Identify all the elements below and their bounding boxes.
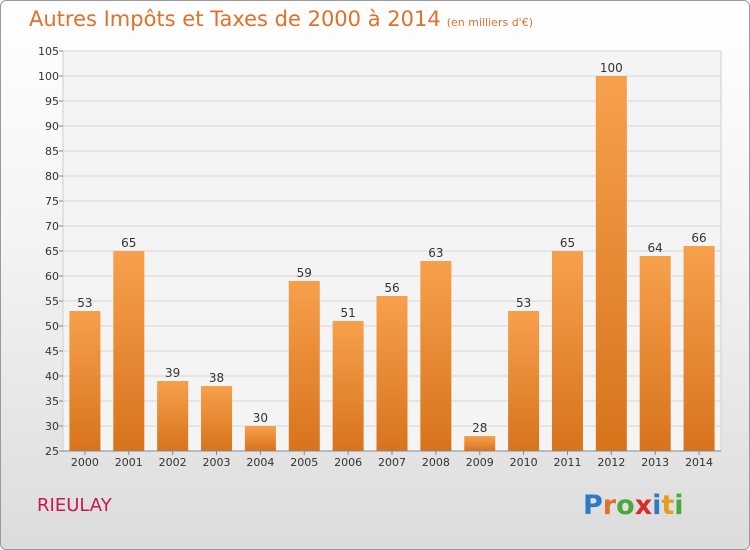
x-tick-label: 2000 xyxy=(71,456,99,469)
x-tick-label: 2007 xyxy=(378,456,406,469)
y-tick-label: 35 xyxy=(45,395,59,408)
bar-value-label: 56 xyxy=(384,281,399,295)
y-tick-label: 50 xyxy=(45,320,59,333)
x-tick-label: 2004 xyxy=(246,456,274,469)
bar xyxy=(683,246,715,451)
bar xyxy=(201,386,233,451)
y-tick-label: 60 xyxy=(45,270,59,283)
bar-value-label: 65 xyxy=(560,236,575,250)
x-tick-label: 2006 xyxy=(334,456,362,469)
bar-value-label: 66 xyxy=(691,231,706,245)
y-axis: 25 30 35 40 45 50 55 60 65 70 75 80 85 90 95 100 105 xyxy=(38,45,63,458)
y-tick-label: 25 xyxy=(45,445,59,458)
x-tick-label: 2014 xyxy=(685,456,713,469)
bar xyxy=(639,256,671,451)
x-tick-label: 2012 xyxy=(597,456,625,469)
y-tick-label: 45 xyxy=(45,345,59,358)
chart-unit-subtitle: (en milliers d'€) xyxy=(446,16,533,29)
x-tick-label: 2011 xyxy=(553,456,581,469)
bar-value-label: 53 xyxy=(516,296,531,310)
bar-value-label: 28 xyxy=(472,421,487,435)
bar-value-label: 51 xyxy=(340,306,355,320)
bar xyxy=(244,426,276,451)
x-tick-label: 2009 xyxy=(466,456,494,469)
logo-letter: r xyxy=(602,490,617,521)
y-tick-label: 70 xyxy=(45,220,59,233)
logo-letter: t xyxy=(661,490,675,521)
x-tick-label: 2005 xyxy=(290,456,318,469)
bar-value-label: 100 xyxy=(600,61,623,75)
proxiti-logo: Proxiti xyxy=(583,490,684,521)
bar-value-label: 53 xyxy=(77,296,92,310)
logo-letter: P xyxy=(583,490,603,521)
bar-value-label: 63 xyxy=(428,246,443,260)
bar xyxy=(464,436,496,451)
bar-value-label: 59 xyxy=(297,266,312,280)
bar-value-label: 65 xyxy=(121,236,136,250)
bar-value-label: 64 xyxy=(648,241,663,255)
bar xyxy=(376,296,408,451)
y-tick-label: 85 xyxy=(45,145,59,158)
logo-letter: o xyxy=(616,490,635,521)
y-tick-label: 65 xyxy=(45,245,59,258)
y-tick-label: 95 xyxy=(45,95,59,108)
bar xyxy=(508,311,540,451)
bar xyxy=(69,311,101,451)
logo-letter: i xyxy=(674,490,684,521)
bar xyxy=(113,251,145,451)
bars: 53 65 39 38 30 59 51 56 63 28 53 65 100 64 66 xyxy=(69,61,715,451)
y-tick-label: 55 xyxy=(45,295,59,308)
bar-value-label: 30 xyxy=(253,411,268,425)
chart-title: Autres Impôts et Taxes de 2000 à 2014 (en… xyxy=(29,7,533,31)
bar-value-label: 38 xyxy=(209,371,224,385)
bar xyxy=(332,321,364,451)
x-tick-label: 2010 xyxy=(510,456,538,469)
y-tick-label: 80 xyxy=(45,170,59,183)
x-tick-label: 2002 xyxy=(159,456,187,469)
y-tick-label: 105 xyxy=(38,45,59,58)
bar xyxy=(595,76,627,451)
x-axis: 2000 2001 2002 2003 2004 2005 2006 2007 2008 2009… xyxy=(63,450,721,469)
x-tick-label: 2013 xyxy=(641,456,669,469)
y-tick-label: 75 xyxy=(45,195,59,208)
logo-letter: x xyxy=(634,490,653,521)
bar-value-label: 39 xyxy=(165,366,180,380)
x-tick-label: 2003 xyxy=(203,456,231,469)
commune-name: RIEULAY xyxy=(37,495,112,516)
y-tick-label: 30 xyxy=(45,420,59,433)
bar xyxy=(551,251,583,451)
x-tick-label: 2001 xyxy=(115,456,143,469)
y-tick-label: 90 xyxy=(45,120,59,133)
y-tick-label: 40 xyxy=(45,370,59,383)
logo-letter: i xyxy=(652,490,662,521)
bar xyxy=(288,281,320,451)
bar xyxy=(157,381,189,451)
bar xyxy=(420,261,452,451)
chart-title-text: Autres Impôts et Taxes de 2000 à 2014 xyxy=(29,7,441,31)
y-tick-label: 100 xyxy=(38,70,59,83)
x-tick-label: 2008 xyxy=(422,456,450,469)
